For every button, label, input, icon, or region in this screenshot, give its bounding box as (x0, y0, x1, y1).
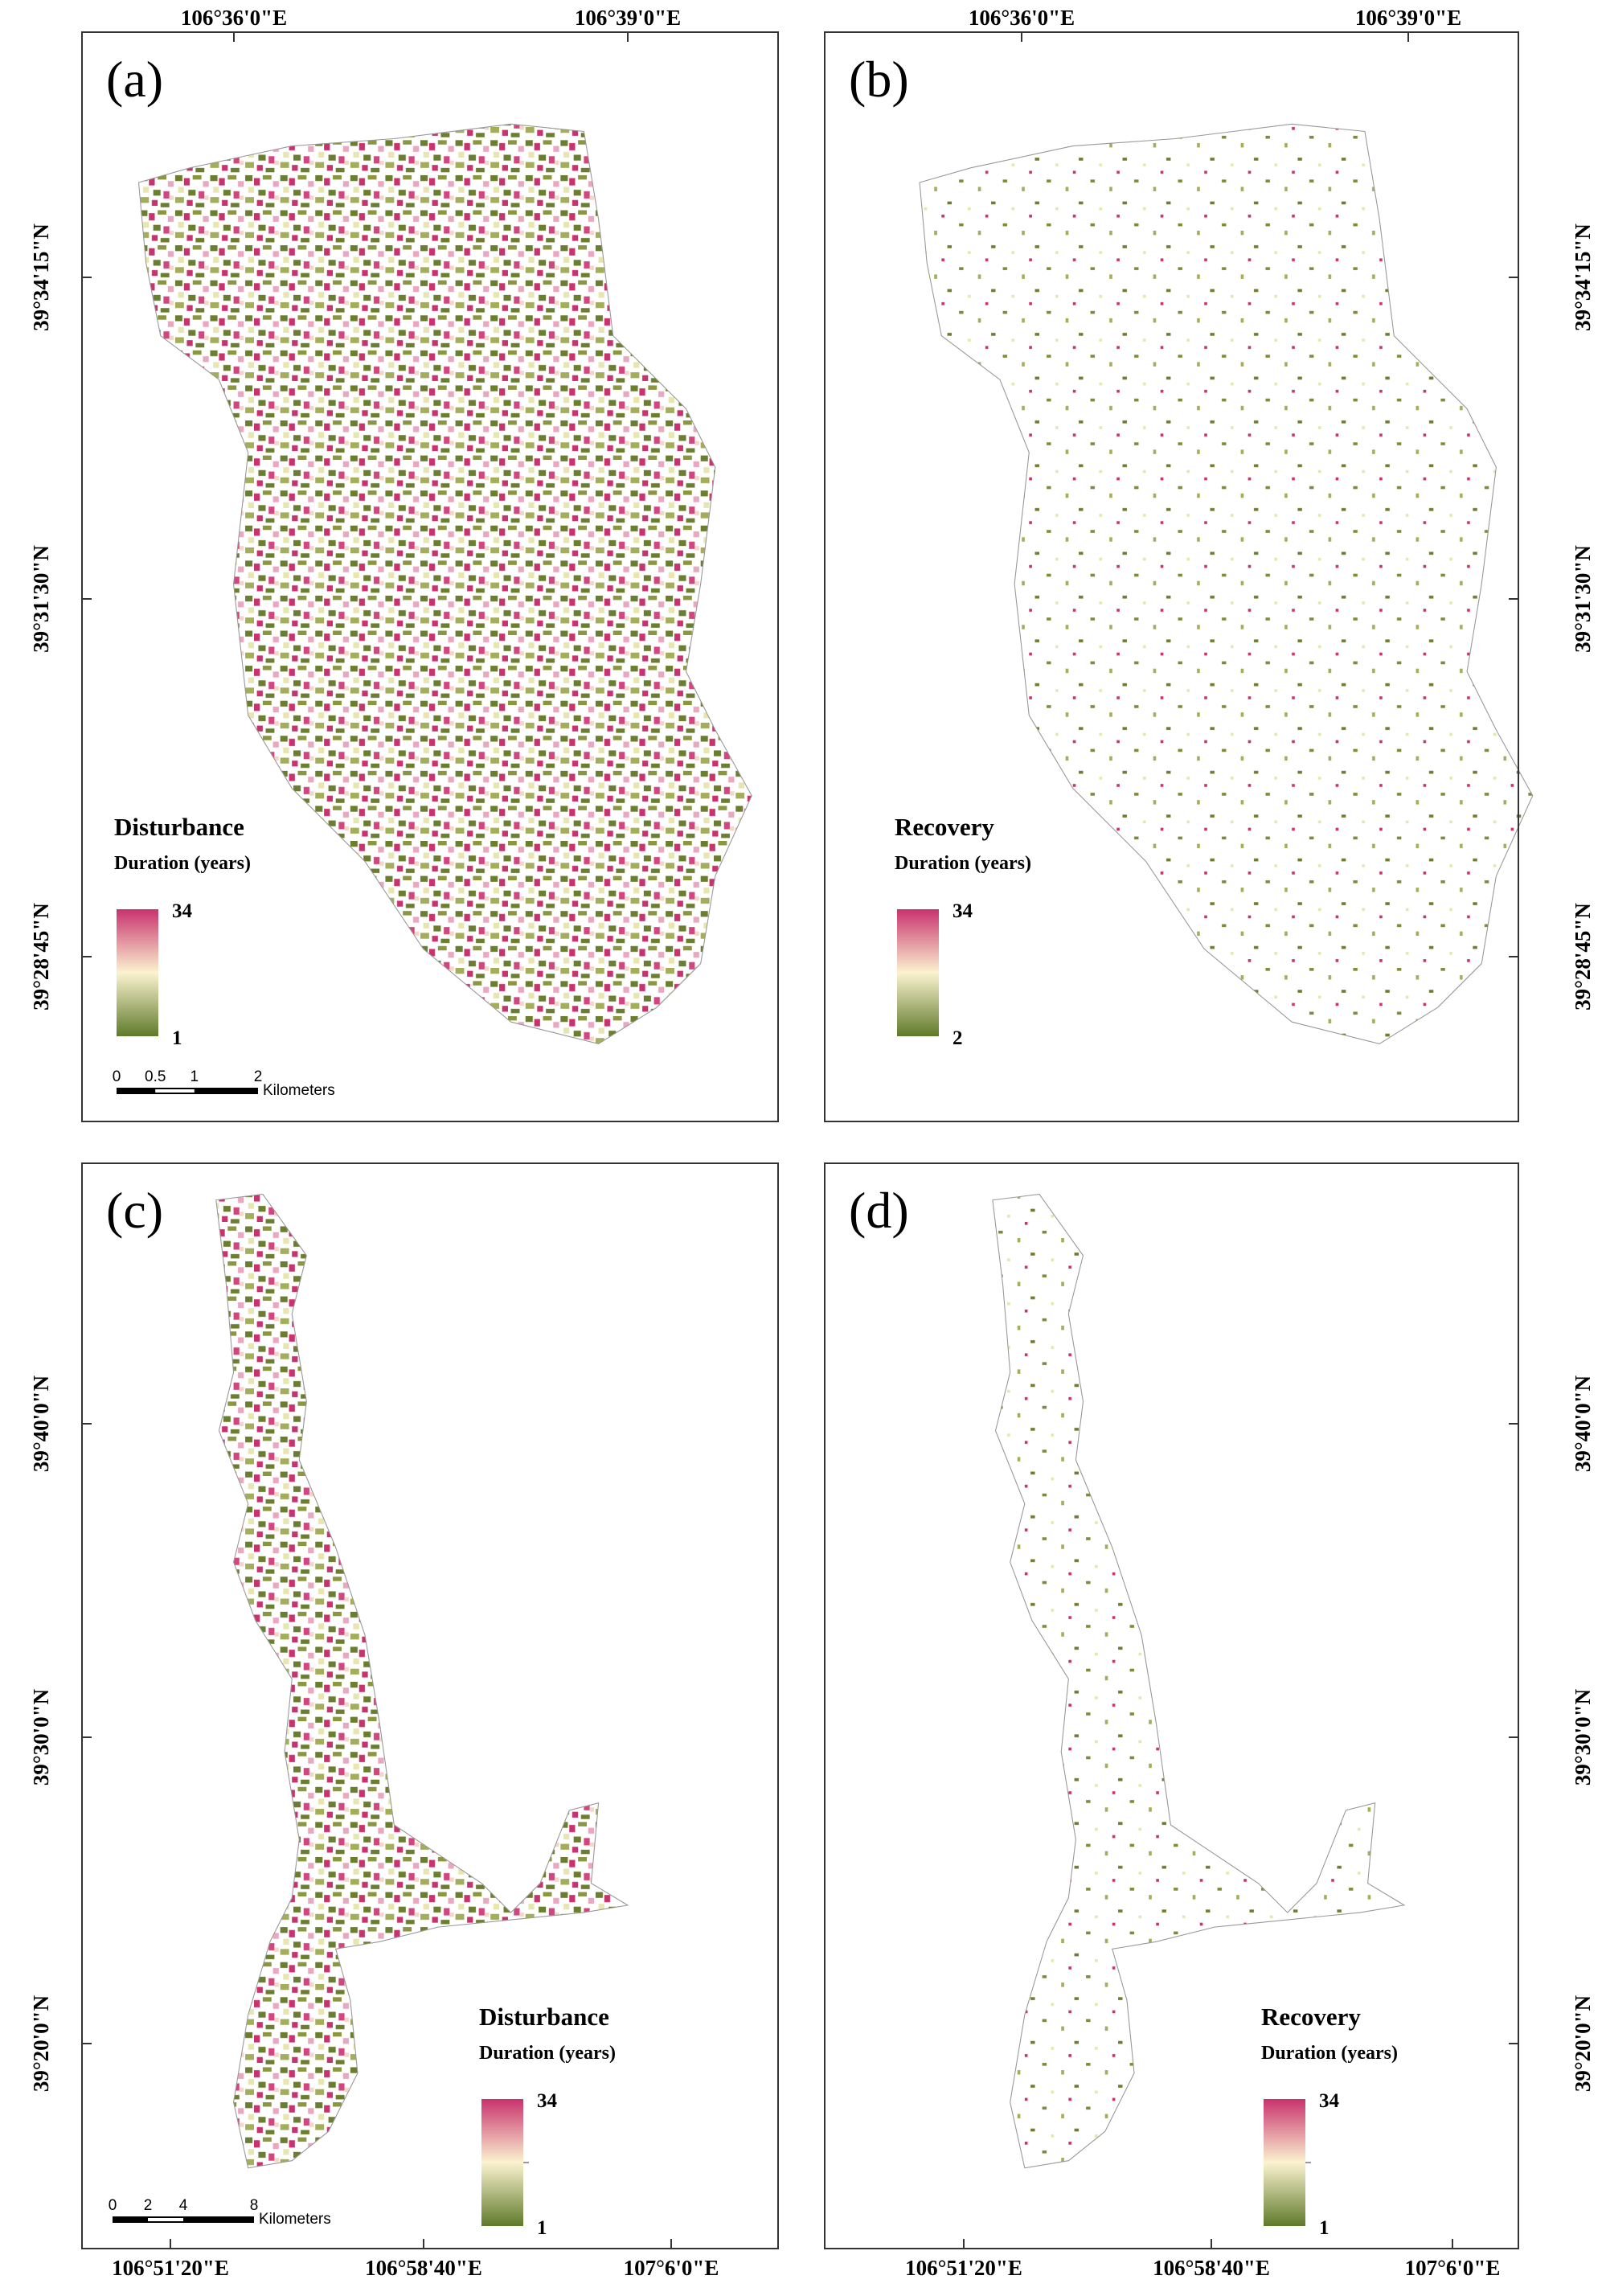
y-coord-label: 39°20'0"N (29, 1995, 53, 2092)
y-coord-label: 39°30'0"N (1571, 1688, 1595, 1786)
x-coord-label: 106°58'40"E (365, 2256, 482, 2280)
legend-max: 34 (1319, 2090, 1340, 2112)
legend-title: Disturbance (114, 813, 244, 841)
legend-min: 1 (172, 1027, 182, 1049)
scale-bar-segment (148, 2218, 183, 2221)
scale-bar-label: 0.5 (145, 1068, 166, 1085)
legend-min: 2 (953, 1027, 963, 1049)
scale-bar-label: 0 (109, 2197, 117, 2214)
legend-subtitle: Duration (years) (1261, 2043, 1398, 2064)
color-ramp (481, 2099, 523, 2226)
legend-title: Disturbance (479, 2003, 609, 2031)
legend-subtitle: Duration (years) (479, 2043, 616, 2064)
scale-bar-label: 4 (179, 2197, 188, 2214)
panel-label: (a) (106, 51, 163, 108)
maps (137, 123, 1534, 2169)
legend-min: 1 (537, 2217, 547, 2239)
panel-frame (81, 1162, 779, 2249)
legend-max: 34 (953, 900, 973, 922)
map-area-d (992, 1193, 1406, 2169)
panel-label: (b) (849, 51, 909, 108)
color-ramp (897, 909, 939, 1036)
legend-max: 34 (172, 900, 193, 922)
scale-bar-label: 2 (254, 1068, 263, 1085)
y-coord-label: 39°30'0"N (29, 1688, 53, 1786)
legend-title: Recovery (895, 813, 994, 841)
y-coord-label: 39°40'0"N (1571, 1375, 1595, 1472)
y-coord-label: 39°34'15"N (1571, 223, 1595, 331)
panel-frame (824, 1162, 1519, 2249)
x-coord-label: 106°39'0"E (1355, 6, 1461, 30)
scale-bar-label: 2 (144, 2197, 153, 2214)
x-coord-label: 107°6'0"E (624, 2256, 719, 2280)
scale-bar-label: 1 (191, 1068, 199, 1085)
scale-bar-label: 8 (250, 2197, 259, 2214)
x-coord-label: 106°36'0"E (181, 6, 287, 30)
panel-label: (d) (849, 1182, 909, 1239)
y-coord-label: 39°28'45"N (1571, 903, 1595, 1011)
panel-frame (824, 31, 1519, 1122)
scale-bar-unit: Kilometers (263, 1082, 335, 1099)
legend-subtitle: Duration (years) (895, 853, 1031, 874)
y-coord-label: 39°34'15"N (29, 223, 53, 331)
x-coord-label: 106°51'20"E (905, 2256, 1022, 2280)
legend-subtitle: Duration (years) (114, 853, 251, 874)
y-coord-label: 39°40'0"N (29, 1375, 53, 1472)
scale-bar-unit: Kilometers (259, 2211, 331, 2228)
y-coord-label: 39°28'45"N (29, 903, 53, 1011)
y-coord-label: 39°31'30"N (29, 545, 53, 653)
map-area-a (137, 123, 752, 1045)
y-coord-label: 39°20'0"N (1571, 1995, 1595, 2092)
x-coord-label: 106°58'40"E (1153, 2256, 1270, 2280)
x-coord-label: 106°39'0"E (575, 6, 681, 30)
map-area-b (919, 123, 1534, 1045)
panel-frame (81, 31, 779, 1122)
legend-min: 1 (1319, 2217, 1329, 2239)
x-coord-label: 106°36'0"E (969, 6, 1075, 30)
scale-bar-label: 0 (113, 1068, 121, 1085)
legend-title: Recovery (1261, 2003, 1361, 2031)
y-coord-label: 39°31'30"N (1571, 545, 1595, 653)
scale-bar-segment (155, 1089, 195, 1093)
panel-label: (c) (106, 1182, 163, 1239)
legend-max: 34 (537, 2090, 558, 2112)
color-ramp (117, 909, 158, 1036)
color-ramp (1264, 2099, 1305, 2226)
x-coord-label: 106°51'20"E (112, 2256, 229, 2280)
x-coord-label: 107°6'0"E (1405, 2256, 1501, 2280)
map-area-c (215, 1193, 629, 2169)
